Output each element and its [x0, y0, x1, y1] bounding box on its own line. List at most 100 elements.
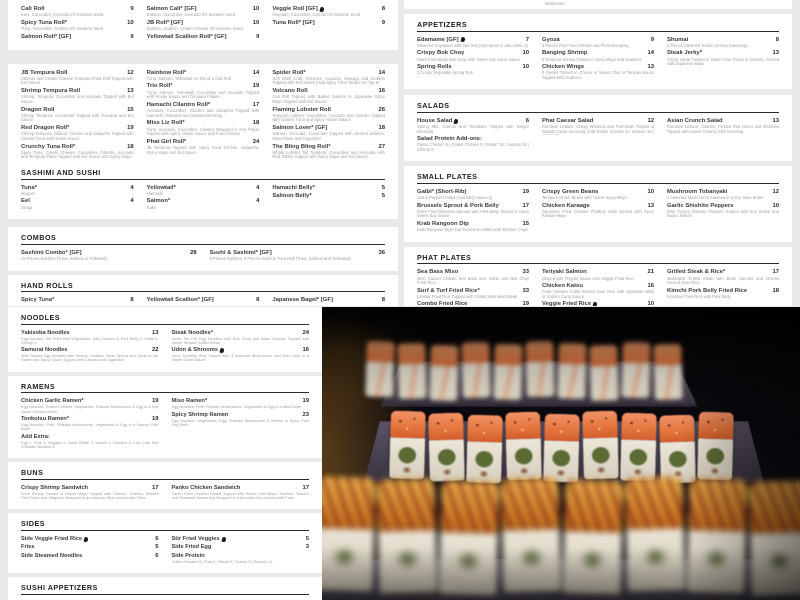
- item-description: Unagi: [21, 204, 32, 210]
- section-columns: Sea Bass Miso 33 Miso Glazed Chilean Sea B…: [417, 269, 779, 306]
- menu-card: NOODLES Yakisoba Noodles 13 Egg Noodles, St…: [8, 307, 322, 372]
- menu-item: JB Tempura Roll 12 Salmon and Cream Cheese…: [21, 70, 134, 87]
- item-description: Wok Tossed Egg Noodles with Shrimp, Scal…: [21, 354, 159, 363]
- item-name: Samurai Noodles: [21, 347, 68, 354]
- item-name: Mushroom Tobanyaki: [667, 188, 728, 195]
- item-description: Egg Noodles, Pork, Shiitake Mushrooms, V…: [171, 405, 302, 410]
- item-price: 4: [256, 184, 260, 191]
- item-name: Asian Crunch Salad: [667, 117, 723, 124]
- item-price: 12: [772, 188, 779, 195]
- item-name: Veggie Fried Rice: [542, 301, 592, 306]
- item-description: Romaine Lettuce, Cilantro, Pickled Red O…: [667, 125, 779, 134]
- item-price: 10: [252, 6, 260, 12]
- item-name: Spring Rolls: [417, 64, 452, 71]
- item-price: 8: [256, 297, 260, 304]
- item-description: Flash Fried Baby Bok Choy with Sweet Soy…: [417, 57, 521, 62]
- menu-item: Sashimi Combo* [GF] 28 15 Pieces Sashimi (…: [21, 250, 197, 262]
- item-name: Grilled Steak & Rice*: [667, 269, 726, 276]
- spicy-pepper-icon: [592, 301, 598, 306]
- menu-sub-column: Miso Ramen* 19 Egg Noodles, Pork, Shiitake…: [172, 398, 310, 451]
- menu-item: Miso Ramen* 19 Egg Noodles, Pork, Shiitake…: [172, 398, 310, 409]
- menu-item: Tuna* 4 Maguro: [21, 185, 134, 197]
- item-price: 33: [522, 287, 529, 294]
- section-header: HAND ROLLS: [21, 281, 385, 293]
- menu-item: Kimchi Pork Belly Fried Rice 18 Kimchee Fr…: [667, 288, 779, 300]
- item-name: Stir Fried Veggies: [171, 535, 220, 542]
- item-description: JB Tempura Topped with Spicy Tuna TarTar…: [146, 145, 260, 155]
- menu-item: Side Steamed Noodles 6: [21, 553, 159, 560]
- sushi-topping: [376, 478, 436, 533]
- menu-item: Side Fried Egg 3: [172, 544, 310, 551]
- item-name: Japanese Bagel* [GF]: [272, 297, 333, 304]
- item-price: 4: [130, 198, 134, 205]
- item-name: JB Tempura Roll: [21, 69, 68, 76]
- section-header: SMALL PLATES: [417, 172, 779, 184]
- sushi-topping: [440, 480, 500, 535]
- item-price: 19: [302, 398, 309, 405]
- sushi-topping: [500, 477, 560, 532]
- item-name: Krab Rangoon Dip: [417, 220, 469, 227]
- item-price: 19: [151, 398, 159, 405]
- item-description: Japanese Fried Chicken Phatboy Style Ser…: [542, 209, 654, 219]
- sushi-topping: [688, 478, 748, 533]
- item-price: 36: [378, 249, 385, 256]
- item-description: Tempura Green Beans with House Spicy May…: [542, 196, 627, 201]
- item-name: Eel: [21, 198, 30, 205]
- section-header: COMBOS: [21, 233, 385, 245]
- sushi-rice-body: [377, 530, 438, 594]
- menu-item: House Salad 6 Spring Mix, Carrots and Toma…: [417, 118, 529, 134]
- item-name: Side Veggie Fried Rice: [21, 535, 83, 542]
- menu-item: Phat Girl Roll* 24 JB Tempura Topped with …: [147, 139, 260, 156]
- item-price: 10: [522, 50, 529, 57]
- sushi-rice-body: [749, 532, 800, 596]
- sushi-rice-body: [625, 528, 686, 592]
- item-description: Salmon, Cucumber, Avocado I/O Sesame See…: [146, 12, 235, 18]
- menu-sub-column: Cali Roll 9 Kani, Cucumber, Avocado I/O Se…: [21, 6, 134, 43]
- item-name: Tuna Roll* [GF]: [272, 19, 315, 26]
- item-description: Tempura Lobster, Cucumber, Avocado and C…: [272, 112, 386, 123]
- item-description: Whole Lobster Tail Tempura, Cucumber and…: [272, 149, 386, 160]
- item-price: 23: [302, 411, 309, 418]
- menu-item: Cali Roll 9 Kani, Cucumber, Avocado I/O Se…: [21, 6, 134, 18]
- item-name: Flaming Lobster Roll: [272, 106, 331, 113]
- item-description: Avocado, Cucumber, Carrots I/O Sesame Se…: [272, 12, 361, 18]
- section-columns: Tuna* 4 Maguro Eel 4 Unagi Yellowtail* 4 Hamachi…: [21, 185, 385, 213]
- menu-item: Galbi* (Short-Rib) 19 Salt & Pepper Grille…: [417, 189, 529, 201]
- item-price: 12: [127, 69, 134, 76]
- item-name: Edamame [GF]: [417, 36, 459, 43]
- item-name: Salmon*: [146, 198, 171, 205]
- spicy-pepper-icon: [219, 347, 225, 354]
- item-price: 8: [130, 297, 134, 304]
- item-price: 10: [772, 202, 779, 209]
- item-description: Crispy Steak Tossed in Sweet Chili Ponzu…: [667, 57, 779, 67]
- item-price: 6: [155, 535, 159, 542]
- item-description: Egg Noodles, Stir Fried with Vegetables.…: [21, 336, 159, 345]
- item-price: 10: [647, 188, 654, 195]
- item-price: 8: [381, 6, 386, 12]
- menu-sub-column: Rainbow Roll* 14 Tuna, Salmon, Yellowtail …: [147, 70, 260, 163]
- menu-item: Edamame [GF] 7 Steamed Soybeans with Sea S…: [417, 37, 529, 49]
- item-description: Steamed Soybeans with Sea Salt (Add Spic…: [417, 43, 529, 48]
- item-name: Yakisoba Noodles: [21, 329, 70, 336]
- item-price: 22: [151, 347, 159, 354]
- item-name: Side Protein: [171, 552, 205, 559]
- menu-item: Yellowtail Scallion* [GF] 8: [147, 297, 260, 304]
- item-name: Garlic Shishito Peppers: [667, 202, 734, 209]
- item-name: Salad Protein Add-ons:: [417, 136, 482, 143]
- spicy-pepper-icon: [459, 37, 465, 43]
- menu-item: Japanese Bagel* [GF] 8: [272, 297, 385, 304]
- item-price: 24: [252, 138, 260, 145]
- item-price: 8: [381, 297, 386, 304]
- item-name: JB Roll* [GF]: [146, 19, 183, 26]
- item-price: 10: [522, 64, 529, 71]
- section-header: SIDES: [21, 519, 309, 531]
- menu-item: Surf & Turf Fried Rice* 33 Lobster Fried R…: [417, 288, 529, 300]
- item-name: Sushi & Sashimi* [GF]: [209, 249, 272, 256]
- menu-card: SIDES Side Veggie Fried Rice 6 Fries 5 Side S…: [8, 513, 322, 574]
- menu-item: Brussels Sprout & Pork Belly 17 Flash Frie…: [417, 203, 529, 219]
- menu-item: Eel 4 Unagi: [21, 198, 134, 210]
- menu-item: Salad Protein Add-ons: Panko Chicken 6 | …: [417, 136, 529, 152]
- menu-item: Chicken Katsu 16 Fried Chicken Cutlet Serv…: [542, 283, 654, 299]
- menu-item: Steak Jerky* 13 Crispy Steak Tossed in Swe…: [667, 50, 779, 66]
